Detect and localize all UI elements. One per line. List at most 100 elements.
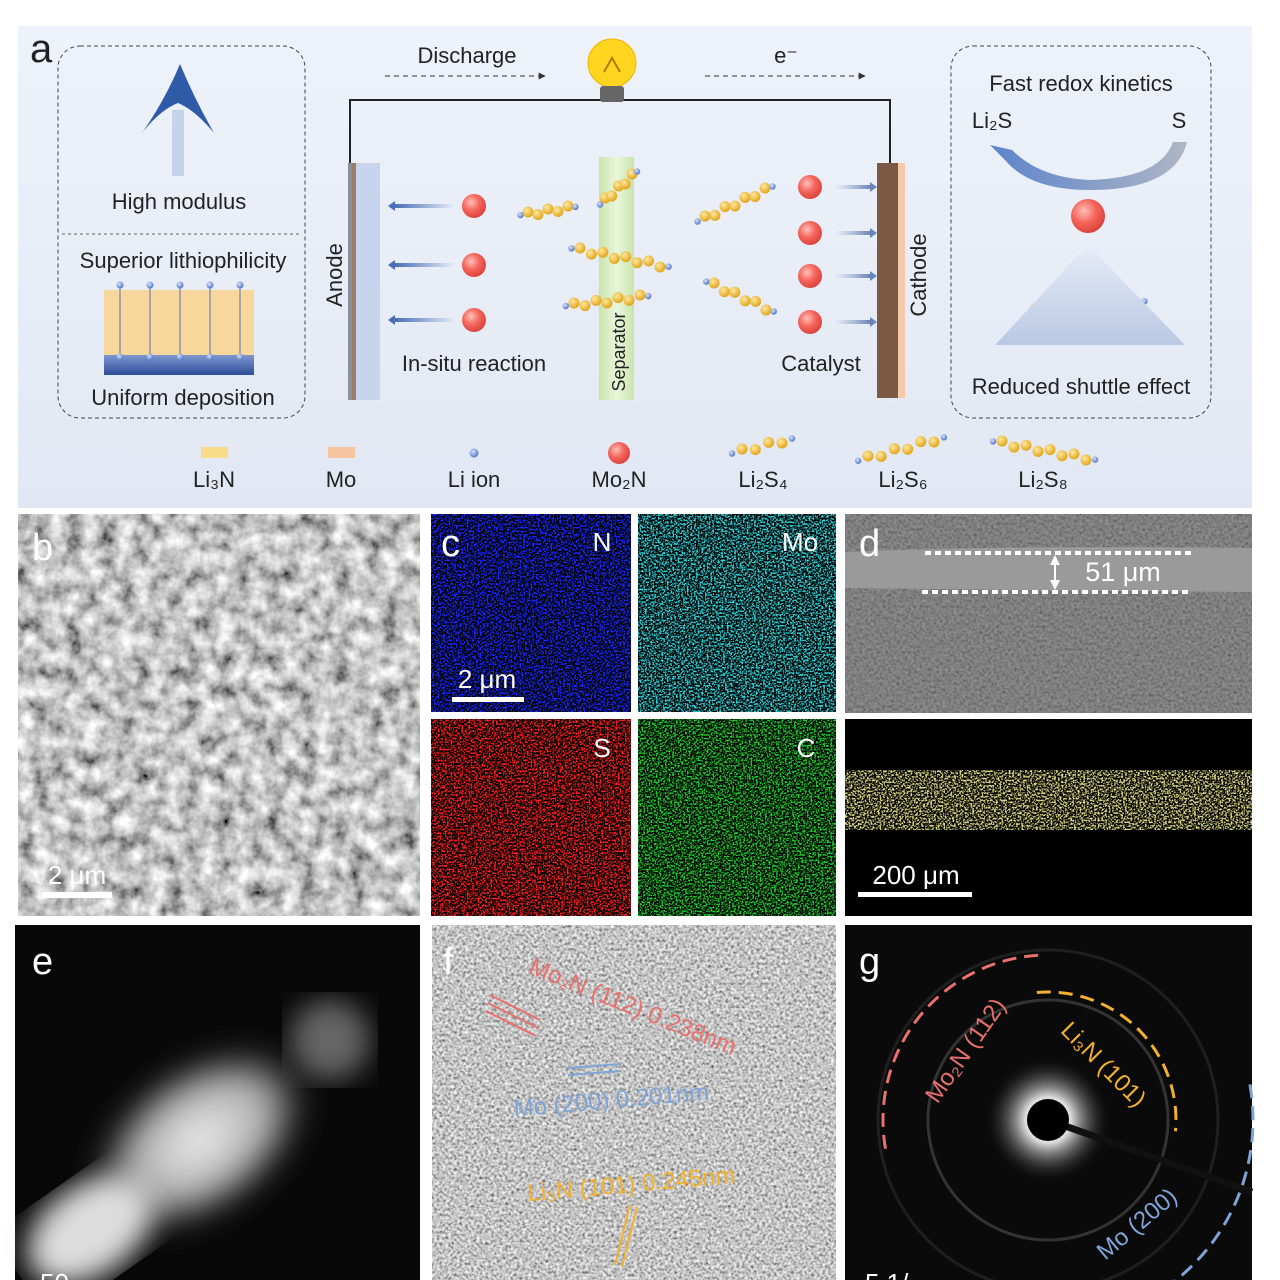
- modulus-bar: [172, 110, 184, 176]
- mo2n-sphere: [462, 194, 486, 218]
- map-label: C: [797, 733, 816, 763]
- li-ion: [176, 281, 184, 289]
- ring-arc: [1173, 1084, 1255, 1280]
- ion-arrow: [395, 263, 455, 267]
- li3n-layer: [104, 290, 254, 355]
- scale-label: 2 μm: [458, 664, 516, 694]
- catalyst-sphere: [1071, 199, 1105, 233]
- legend-label: Mo: [326, 467, 357, 492]
- sem-image: [18, 514, 420, 916]
- mo2n-sphere: [798, 310, 822, 334]
- bulb: [587, 38, 637, 102]
- anode: [356, 163, 380, 400]
- bulb-glass: [587, 38, 637, 88]
- fringe: [567, 1063, 621, 1069]
- anode-edge: [348, 163, 352, 400]
- legend-label: Li₂S₆: [878, 467, 927, 492]
- li-ion: [206, 281, 214, 289]
- sulfur-bead: [996, 435, 1008, 447]
- fringe: [487, 1002, 539, 1029]
- scale-label: 5 1/: [865, 1268, 909, 1280]
- li-end: [665, 263, 672, 270]
- li-end: [1091, 456, 1099, 463]
- mo2n-sphere: [798, 264, 822, 288]
- scale-bar: [858, 892, 972, 897]
- li-ion: [236, 353, 244, 361]
- adsorption-cone: [995, 245, 1185, 345]
- sulfur-bead: [522, 206, 534, 218]
- sulfur-bead: [749, 191, 761, 203]
- c-map: [638, 719, 836, 916]
- panel-d: 51 μm d 200 μm: [845, 514, 1252, 916]
- legend-label: Li ion: [448, 467, 501, 492]
- li-end: [769, 183, 776, 190]
- sulfur-bead: [875, 450, 887, 462]
- filament: [603, 55, 621, 73]
- li-end: [788, 435, 796, 442]
- mo2n-sphere: [798, 221, 822, 245]
- ion-arrow-head: [870, 228, 877, 238]
- separator-label: Separator: [609, 312, 629, 391]
- sulfur-bead: [1044, 444, 1056, 456]
- polysulfide-chain: [703, 277, 777, 316]
- legend-label: Mo₂N: [592, 467, 647, 492]
- mo-map: [638, 514, 836, 712]
- cluster: [290, 1000, 370, 1080]
- sulfur-bead: [612, 292, 624, 304]
- discharge-label: Discharge: [417, 43, 516, 68]
- sulfur-bead: [568, 297, 580, 309]
- li3n-swatch: [201, 447, 228, 458]
- sulfur-bead: [736, 443, 748, 455]
- left-box-bottom: Uniform deposition: [91, 385, 274, 410]
- eds-band: [845, 770, 1252, 830]
- polysulfide-chain: [568, 242, 672, 273]
- li-end: [596, 201, 604, 208]
- in-situ-label: In-situ reaction: [402, 351, 546, 376]
- polysulfide-chain: [854, 434, 948, 464]
- ion-arrow: [835, 320, 870, 324]
- s-map: [431, 719, 631, 916]
- panel-label: c: [441, 523, 460, 565]
- panel-e: e 50: [15, 925, 420, 1280]
- sulfur-bead: [776, 437, 788, 449]
- sulfur-bead: [585, 248, 597, 260]
- sulfur-bead: [699, 210, 711, 222]
- legend: Li₃N Mo Li ion Mo₂N Li₂S₄ Li₂S₆ Li₂S₈: [193, 434, 1099, 492]
- sulfur-bead: [620, 251, 632, 263]
- panel-label: f: [443, 941, 454, 983]
- sulfur-bead: [562, 200, 574, 212]
- sulfur-bead: [619, 178, 631, 190]
- sulfur-bead: [590, 294, 602, 306]
- sulfur-bead: [709, 209, 721, 221]
- sulfur-bead: [1032, 445, 1044, 457]
- left-box-top: High modulus: [112, 189, 247, 214]
- fringe-lines: [567, 1063, 621, 1076]
- sulfur-bead: [532, 209, 544, 220]
- sulfur-bead: [763, 436, 775, 448]
- polysulfide-chain: [694, 182, 776, 225]
- sulfur-bead: [888, 443, 900, 455]
- li-ion: [176, 353, 184, 361]
- sulfur-bead: [928, 436, 940, 448]
- scale-label: 200 μm: [872, 860, 959, 890]
- mo-swatch: [328, 447, 355, 458]
- fringe-lines: [485, 994, 541, 1037]
- modulus-arrow: [142, 64, 214, 133]
- panel-a: a High modulus Superior lithiophilicity …: [18, 26, 1252, 508]
- li-end: [854, 457, 862, 464]
- sulfur-bead: [729, 286, 741, 298]
- mo2n-sphere: [462, 308, 486, 332]
- left-box-middle: Superior lithiophilicity: [80, 248, 287, 273]
- li-ion: [146, 353, 154, 361]
- sulfur-bead: [739, 191, 751, 203]
- fringe-lines: [614, 1204, 638, 1268]
- li-end: [694, 218, 701, 225]
- bulb-base: [600, 86, 624, 102]
- sulfur-bead: [760, 304, 772, 316]
- n-map: [431, 514, 631, 712]
- sulfur-bead: [719, 201, 731, 213]
- right-box: [950, 45, 1212, 419]
- li-ion: [236, 281, 244, 289]
- panel-b: b 2 μm: [18, 514, 420, 916]
- redox-arrow: [990, 142, 1187, 190]
